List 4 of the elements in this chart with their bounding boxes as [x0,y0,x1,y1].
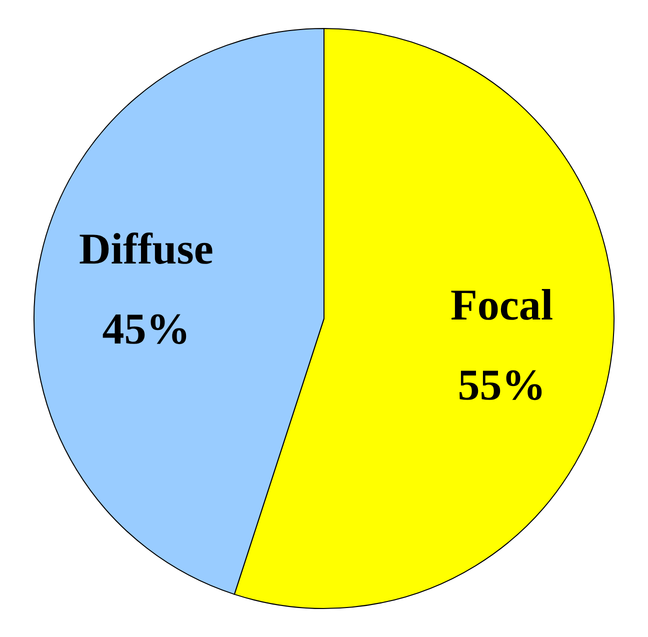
slice-label: Focal [450,280,554,330]
slice-label: Diffuse [78,224,214,274]
data-label: 45% [102,304,190,354]
data-label: 55% [458,360,546,410]
